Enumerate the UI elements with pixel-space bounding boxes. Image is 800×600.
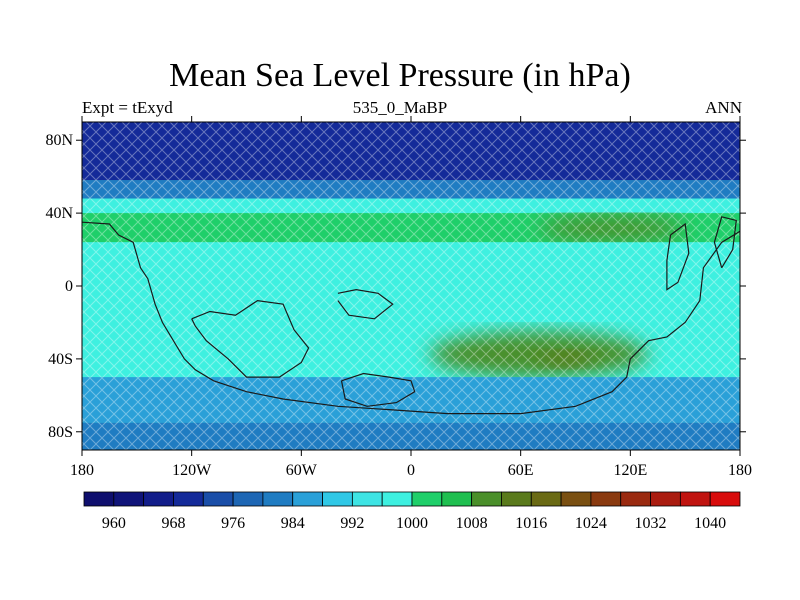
colorbar-swatch: [83, 491, 115, 507]
colorbar-label: 984: [281, 515, 305, 532]
coastline-segment: [337, 288, 394, 320]
colorbar-swatch: [471, 491, 502, 507]
colorbar-swatch: [620, 491, 651, 507]
colorbar-label: 976: [221, 515, 245, 532]
lat-tick-label: 0: [65, 278, 73, 295]
colorbar-swatch: [679, 491, 711, 507]
colorbar-swatch: [709, 491, 741, 507]
lon-tick-label: 0: [407, 462, 415, 479]
lon-tick-label: 180: [728, 462, 752, 479]
colorbar-label: 960: [102, 515, 126, 532]
colorbar-label: 1024: [575, 515, 607, 532]
coastline-segment: [713, 216, 737, 269]
colorbar-label: 1032: [635, 515, 667, 532]
colorbar-swatch: [501, 491, 532, 507]
coastline-segment: [666, 222, 690, 291]
plot-area: [81, 121, 741, 451]
colorbar-swatch: [232, 491, 264, 507]
colorbar-label: 1040: [694, 515, 726, 532]
colorbar-swatch: [650, 491, 681, 507]
lon-tick-label: 120W: [172, 462, 212, 479]
coastline-segment: [191, 299, 310, 378]
map-title: Mean Sea Level Pressure (in hPa): [169, 57, 631, 94]
colorbar-swatch: [262, 491, 294, 507]
lon-tick-label: 180: [70, 462, 94, 479]
colorbar-swatch: [202, 491, 234, 507]
colorbar-swatch: [173, 491, 204, 507]
coastline-segment: [340, 372, 416, 407]
colorbar-swatch: [322, 491, 353, 507]
lat-tick-label: 40S: [48, 351, 73, 368]
coastline-segment: [82, 221, 740, 415]
colorbar-swatch: [292, 491, 323, 507]
lon-tick-label: 60E: [508, 462, 534, 479]
lat-tick-label: 80S: [48, 424, 73, 441]
lat-tick-label: 80N: [45, 132, 73, 149]
colorbar-swatch: [441, 491, 473, 507]
colorbar-swatch: [381, 491, 413, 507]
experiment-label: Expt = tExyd: [82, 98, 173, 117]
colorbar-label: 1016: [515, 515, 547, 532]
colorbar-swatch: [530, 491, 562, 507]
season-label: ANN: [705, 98, 742, 117]
colorbar-label: 992: [340, 515, 364, 532]
period-label: 535_0_MaBP: [352, 98, 448, 117]
colorbar-swatch: [351, 491, 383, 507]
lon-tick-label: 120E: [613, 462, 647, 479]
colorbar: 960 968 976 984 992 1000 1008 1016 1024 1032 1040: [83, 491, 741, 532]
longitude-axis: 180 120W 60W 0 60E 120E 180: [70, 116, 752, 479]
lat-tick-label: 40N: [45, 205, 73, 222]
contour-hatching: [82, 122, 740, 450]
colorbar-label: 1008: [456, 515, 488, 532]
lon-tick-label: 60W: [286, 462, 318, 479]
colorbar-swatch: [590, 491, 622, 507]
coastline-outline-icon: [82, 216, 740, 415]
latitude-axis: 80N 40N 0 40S 80S: [45, 132, 746, 441]
colorbar-label: 968: [161, 515, 185, 532]
colorbar-swatch: [113, 491, 145, 507]
colorbar-swatch: [411, 491, 443, 507]
colorbar-swatch: [560, 491, 592, 507]
colorbar-swatch: [143, 491, 174, 507]
colorbar-label: 1000: [396, 515, 428, 532]
